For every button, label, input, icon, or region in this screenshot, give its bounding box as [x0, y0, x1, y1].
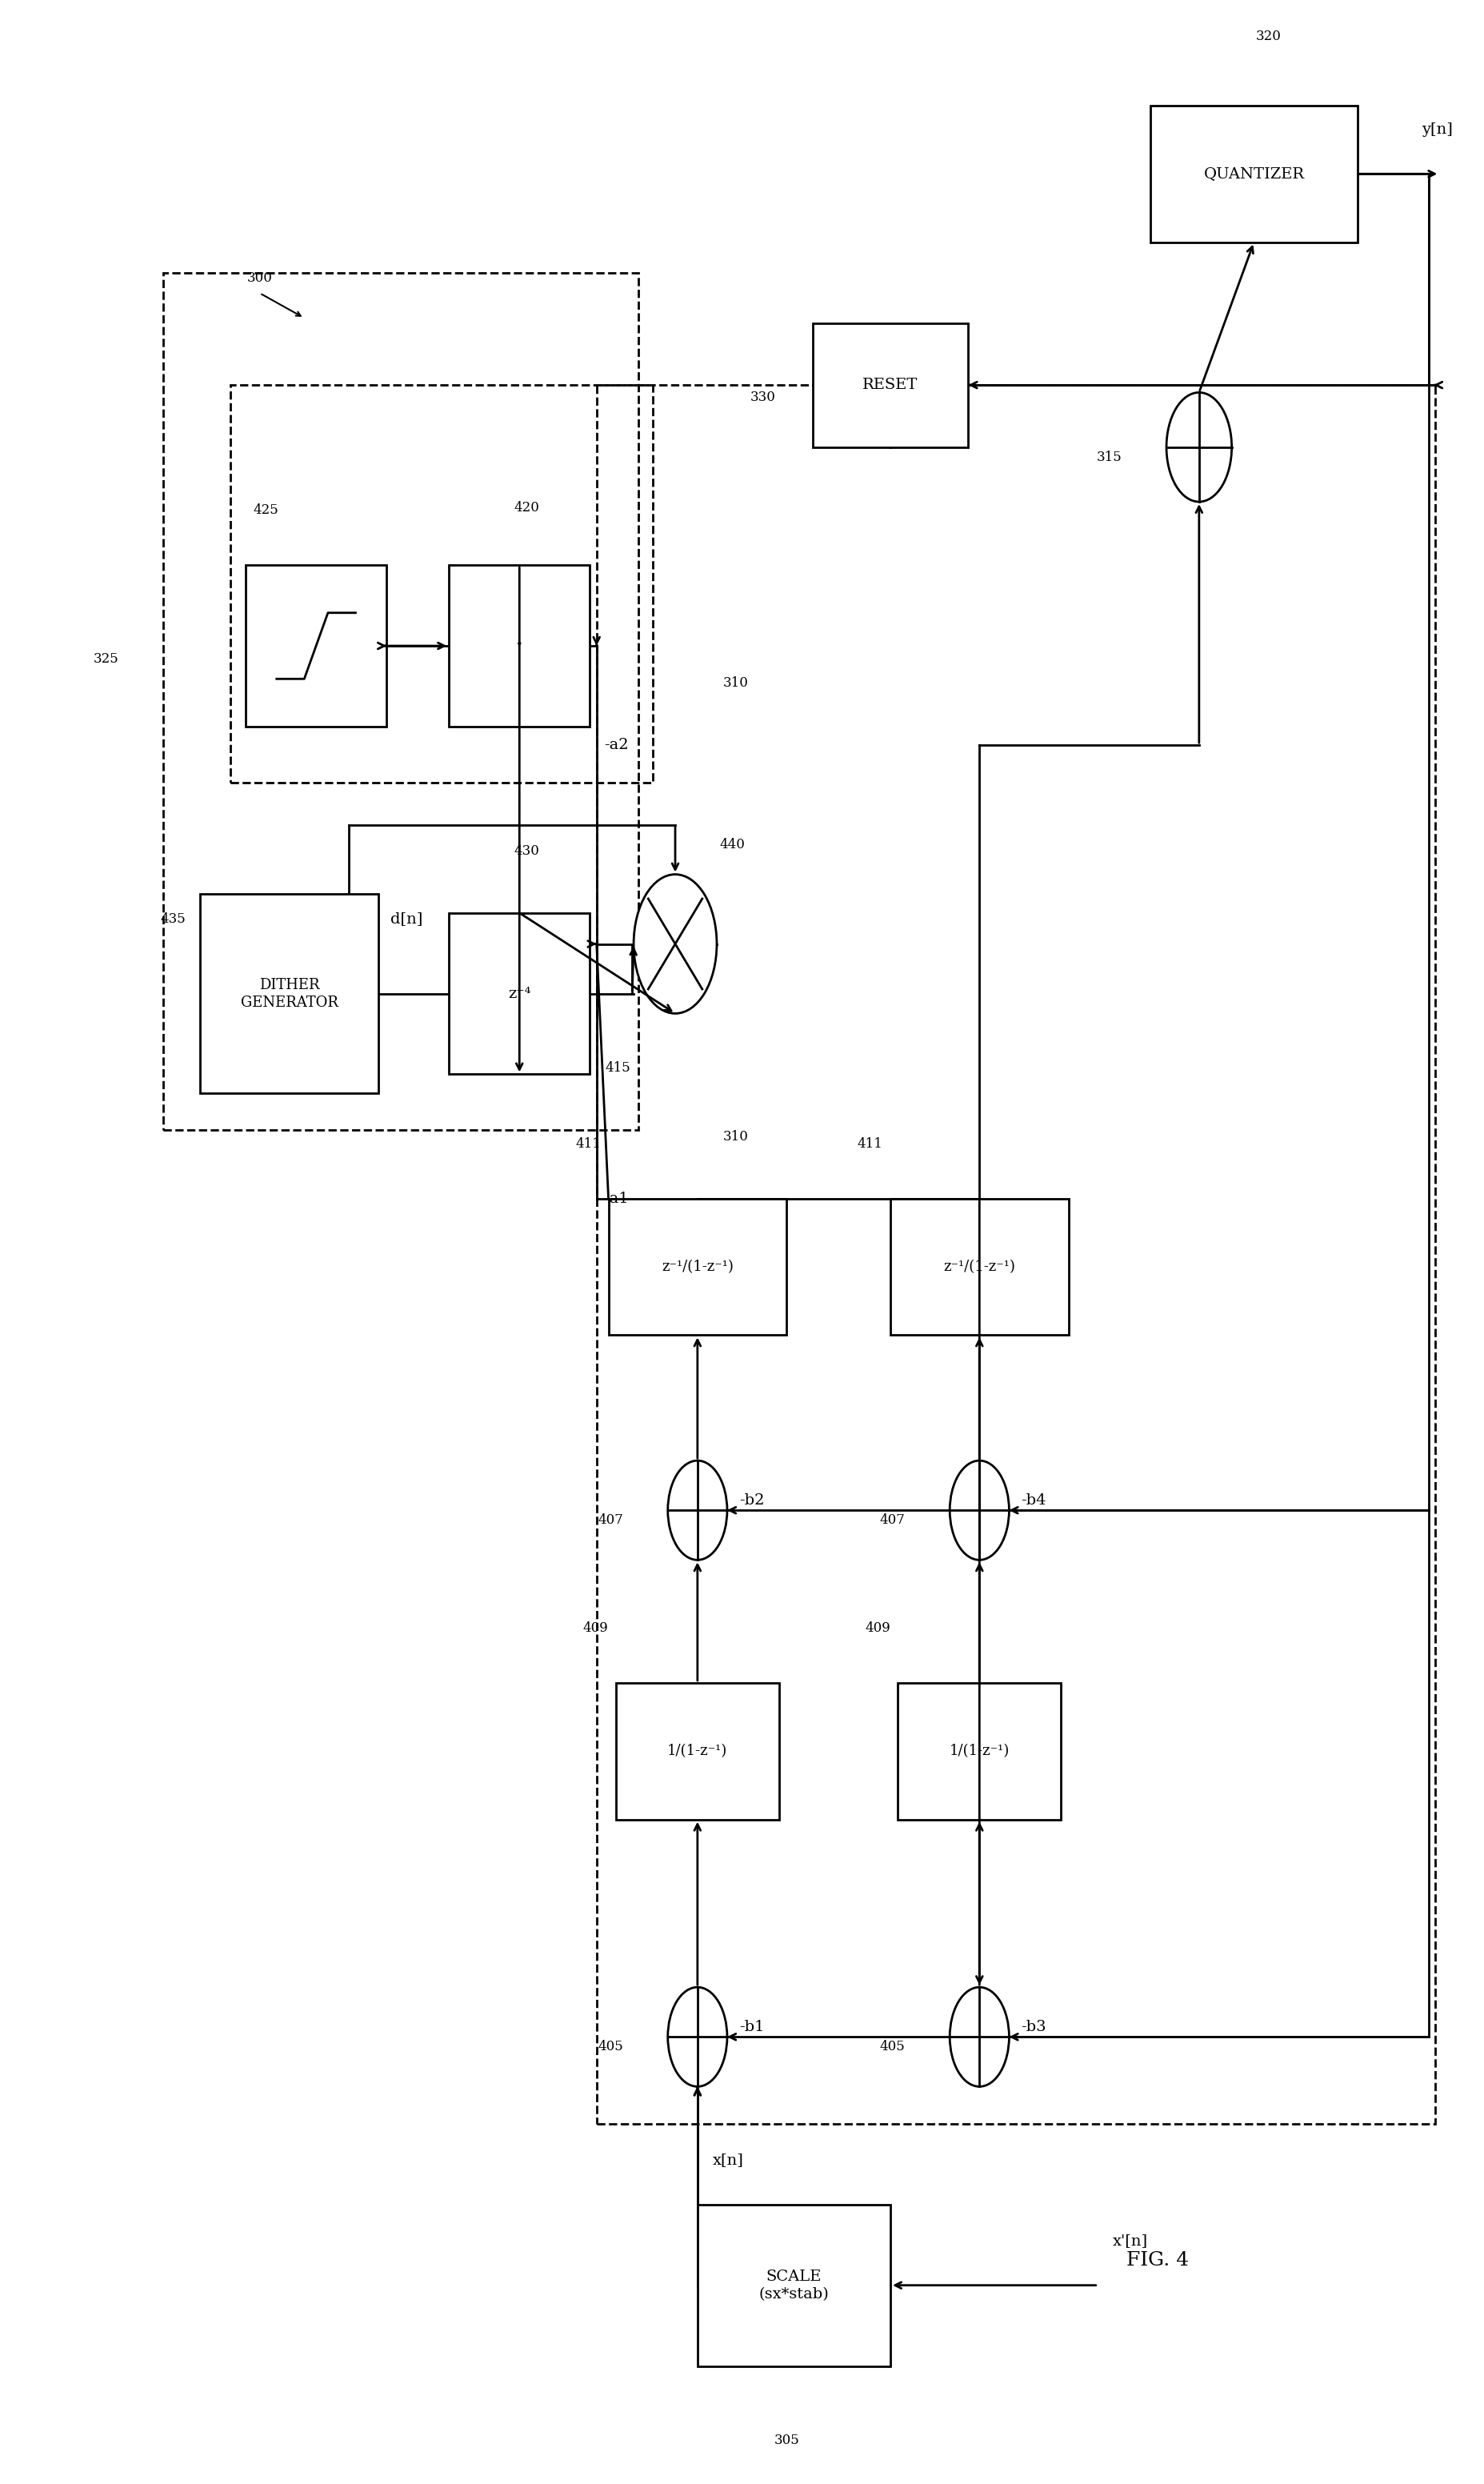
Text: 405: 405 [880, 2039, 905, 2054]
Text: 420: 420 [513, 502, 540, 514]
Bar [163, 273, 638, 1130]
Circle shape [950, 1987, 1009, 2087]
Text: 415: 415 [605, 1061, 631, 1076]
Text: y[n]: y[n] [1422, 122, 1453, 137]
Text: 310: 310 [723, 676, 748, 691]
Text: 425: 425 [252, 504, 279, 517]
Text: z⁻⁴: z⁻⁴ [508, 986, 531, 1001]
Text: 1/(1-z⁻¹): 1/(1-z⁻¹) [950, 1744, 1009, 1759]
Text: 411: 411 [576, 1138, 601, 1150]
Text: 300: 300 [246, 271, 273, 286]
Bar [608, 1200, 787, 1336]
Bar [898, 1684, 1061, 1818]
Circle shape [668, 1987, 727, 2087]
Text: 411: 411 [858, 1138, 883, 1150]
Text: 409: 409 [865, 1622, 890, 1634]
Text: FIG. 4: FIG. 4 [1126, 2251, 1189, 2270]
Bar [1150, 104, 1358, 243]
Circle shape [1166, 392, 1232, 502]
Text: DITHER
GENERATOR: DITHER GENERATOR [240, 979, 338, 1009]
Bar [448, 566, 589, 725]
Text: d[n]: d[n] [390, 912, 423, 927]
Bar [597, 385, 1435, 2124]
Text: 330: 330 [749, 390, 775, 405]
Text: -b4: -b4 [1021, 1493, 1046, 1508]
Text: 315: 315 [1097, 450, 1122, 465]
Bar [200, 894, 378, 1093]
Bar [616, 1684, 779, 1818]
Text: 440: 440 [720, 837, 745, 852]
Text: 430: 430 [513, 845, 540, 857]
Bar [448, 912, 589, 1073]
Bar [245, 566, 386, 725]
Text: -b1: -b1 [739, 2019, 764, 2034]
Text: z⁻¹/(1-z⁻¹): z⁻¹/(1-z⁻¹) [944, 1259, 1015, 1274]
Text: -b2: -b2 [739, 1493, 764, 1508]
Text: 409: 409 [583, 1622, 608, 1634]
Text: 435: 435 [160, 912, 186, 927]
Text: 405: 405 [598, 2039, 623, 2054]
Text: QUANTIZER: QUANTIZER [1204, 166, 1304, 181]
Text: ·: · [515, 633, 524, 658]
Text: SCALE
(sx*stab): SCALE (sx*stab) [758, 2270, 830, 2300]
Text: 310: 310 [723, 1130, 748, 1143]
Text: -a2: -a2 [604, 738, 629, 753]
Text: 407: 407 [598, 1513, 623, 1528]
Text: 320: 320 [1255, 30, 1282, 42]
Text: 407: 407 [880, 1513, 905, 1528]
Circle shape [634, 874, 717, 1013]
Circle shape [950, 1461, 1009, 1560]
Text: -a1: -a1 [604, 1192, 629, 1205]
Bar [890, 1200, 1068, 1336]
Text: x[n]: x[n] [712, 2154, 743, 2166]
Bar [697, 2206, 890, 2365]
Text: 305: 305 [773, 2434, 800, 2447]
Text: x'[n]: x'[n] [1113, 2233, 1149, 2248]
Text: 1/(1-z⁻¹): 1/(1-z⁻¹) [668, 1744, 727, 1759]
Text: 325: 325 [93, 653, 119, 666]
Text: RESET: RESET [862, 378, 919, 392]
Text: z⁻¹/(1-z⁻¹): z⁻¹/(1-z⁻¹) [662, 1259, 733, 1274]
Text: -b3: -b3 [1021, 2019, 1046, 2034]
Bar [813, 323, 968, 447]
Bar [230, 385, 653, 782]
Circle shape [668, 1461, 727, 1560]
